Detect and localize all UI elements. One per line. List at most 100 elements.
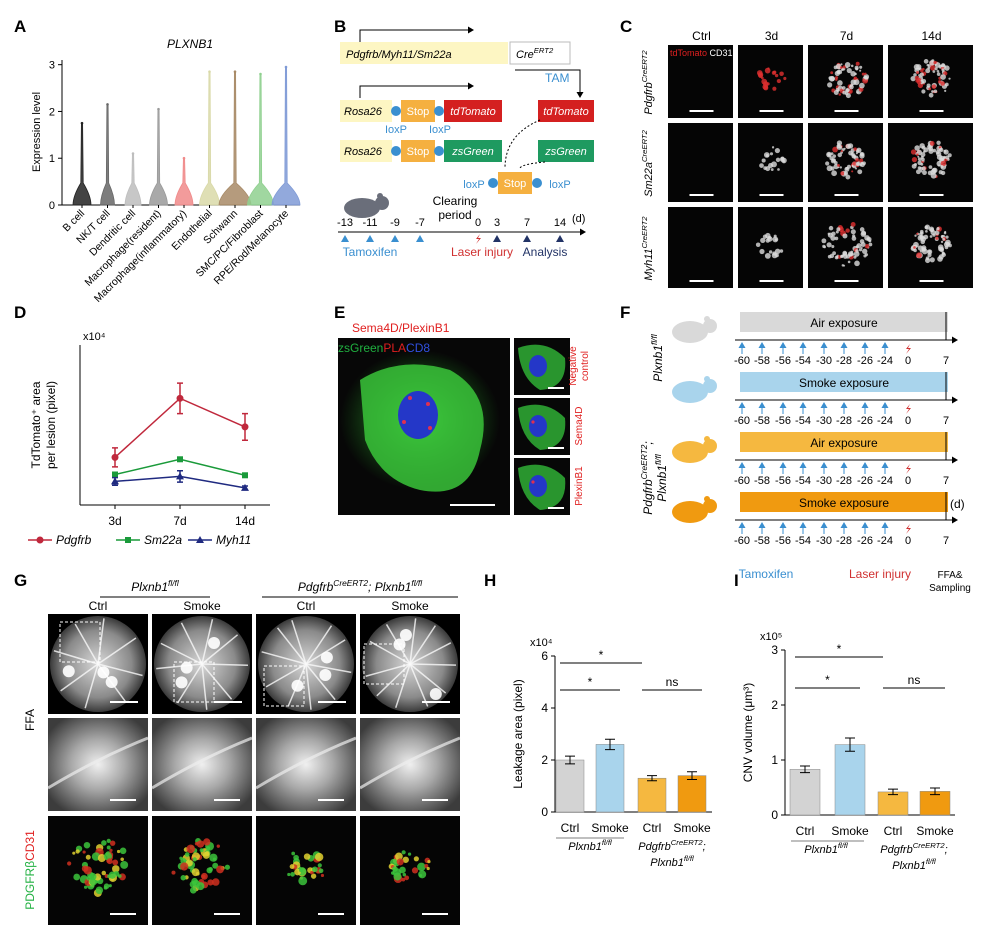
- driver-box: [340, 42, 508, 64]
- signal: [290, 872, 295, 877]
- signal: [856, 91, 859, 94]
- signal: [72, 851, 76, 855]
- x-tick-label: Smoke: [831, 824, 869, 838]
- arrow-head: [861, 342, 869, 348]
- signal: [836, 227, 841, 232]
- signal: [834, 70, 841, 76]
- signal: [940, 160, 947, 167]
- mouse-icon: [704, 316, 710, 322]
- row-label-part: Pdgfrb: [643, 82, 655, 114]
- pla-dot: [408, 396, 412, 400]
- tamoxifen-marker: [416, 235, 424, 242]
- signal: [836, 140, 843, 146]
- sampling-label: Sampling: [929, 583, 971, 594]
- column-label: Ctrl: [692, 29, 711, 43]
- signal: [827, 232, 833, 238]
- day-label: 7: [524, 217, 530, 229]
- signal: [924, 257, 931, 264]
- day-label: -54: [795, 535, 811, 547]
- arrow-head: [881, 342, 889, 348]
- signal: [762, 234, 768, 239]
- laser-bolt: [906, 404, 911, 414]
- arrow-head: [738, 342, 746, 348]
- lesion: [208, 636, 221, 649]
- signal: [834, 255, 839, 260]
- y-axis-label: per lesion (pixel): [44, 381, 58, 469]
- stain-image: [360, 816, 460, 925]
- signal: [312, 866, 318, 873]
- signal: [861, 230, 867, 236]
- panel-title: Sema4D/PlexinB1: [352, 321, 450, 335]
- arrow-head: [738, 402, 746, 408]
- pla-dot: [531, 420, 535, 424]
- signal: [913, 248, 917, 253]
- arrow-head: [861, 402, 869, 408]
- signal: [936, 227, 940, 231]
- loxp-label: IoxP: [385, 124, 407, 136]
- signal: [840, 150, 843, 153]
- group-label-part: Pdgfrb: [880, 844, 912, 856]
- y-tick-label: 2: [771, 698, 778, 712]
- arrow-head: [820, 462, 828, 468]
- point: [177, 456, 183, 463]
- stop-box: [401, 140, 435, 162]
- signal: [921, 245, 927, 251]
- signal: [392, 866, 398, 872]
- signal: [942, 238, 946, 241]
- signal: [864, 72, 867, 75]
- laser-bolt: [906, 464, 911, 474]
- signal: [427, 860, 431, 864]
- signal: [916, 153, 919, 156]
- signal: [779, 71, 784, 77]
- signal: [864, 244, 870, 249]
- signal: [850, 229, 856, 235]
- point: [241, 423, 249, 431]
- signal: [919, 235, 924, 240]
- group-label-part: fl/fl: [168, 578, 180, 588]
- signal: [779, 249, 784, 253]
- row-label-part: PDGFRβ: [23, 861, 37, 910]
- laser-bolt: [476, 234, 481, 244]
- signal: [944, 65, 950, 71]
- group-label-part: Pdgfrb: [638, 841, 670, 853]
- signal: [833, 65, 838, 70]
- signal: [944, 89, 947, 92]
- signal: [206, 846, 211, 851]
- signal: [941, 63, 946, 68]
- significance-label: *: [599, 648, 604, 662]
- signal: [192, 857, 197, 862]
- vessel: [265, 663, 307, 688]
- error-bar: [888, 788, 898, 796]
- lesion: [319, 668, 332, 681]
- signal: [916, 71, 920, 74]
- signal: [935, 236, 939, 240]
- analysis-marker: [493, 235, 501, 242]
- signal: [184, 852, 190, 857]
- signal: [920, 239, 926, 245]
- signal: [934, 230, 940, 236]
- lesion: [105, 676, 118, 689]
- signal: [106, 858, 113, 865]
- signal: [207, 879, 214, 886]
- signal: [827, 82, 833, 88]
- vessel: [74, 623, 99, 665]
- stain-image: [48, 816, 148, 925]
- day-label: -26: [857, 475, 873, 487]
- genotype-label-part: ;: [641, 441, 655, 444]
- signal: [310, 873, 317, 879]
- signal: [853, 251, 860, 257]
- signal: [930, 65, 936, 71]
- signal: [926, 63, 930, 67]
- stain-label-part: CD31: [707, 48, 733, 58]
- x-tick-label: 3d: [108, 514, 121, 528]
- stain-label-part: tdTomato: [670, 48, 707, 58]
- signal: [759, 248, 765, 255]
- group-label-part: fl/fl: [684, 854, 694, 863]
- exposure-bar: [740, 492, 948, 512]
- signal: [916, 252, 922, 259]
- day-label: -54: [795, 475, 811, 487]
- vessel: [255, 736, 357, 790]
- signal: [779, 156, 785, 162]
- violin: [218, 71, 252, 206]
- signal: [863, 74, 870, 80]
